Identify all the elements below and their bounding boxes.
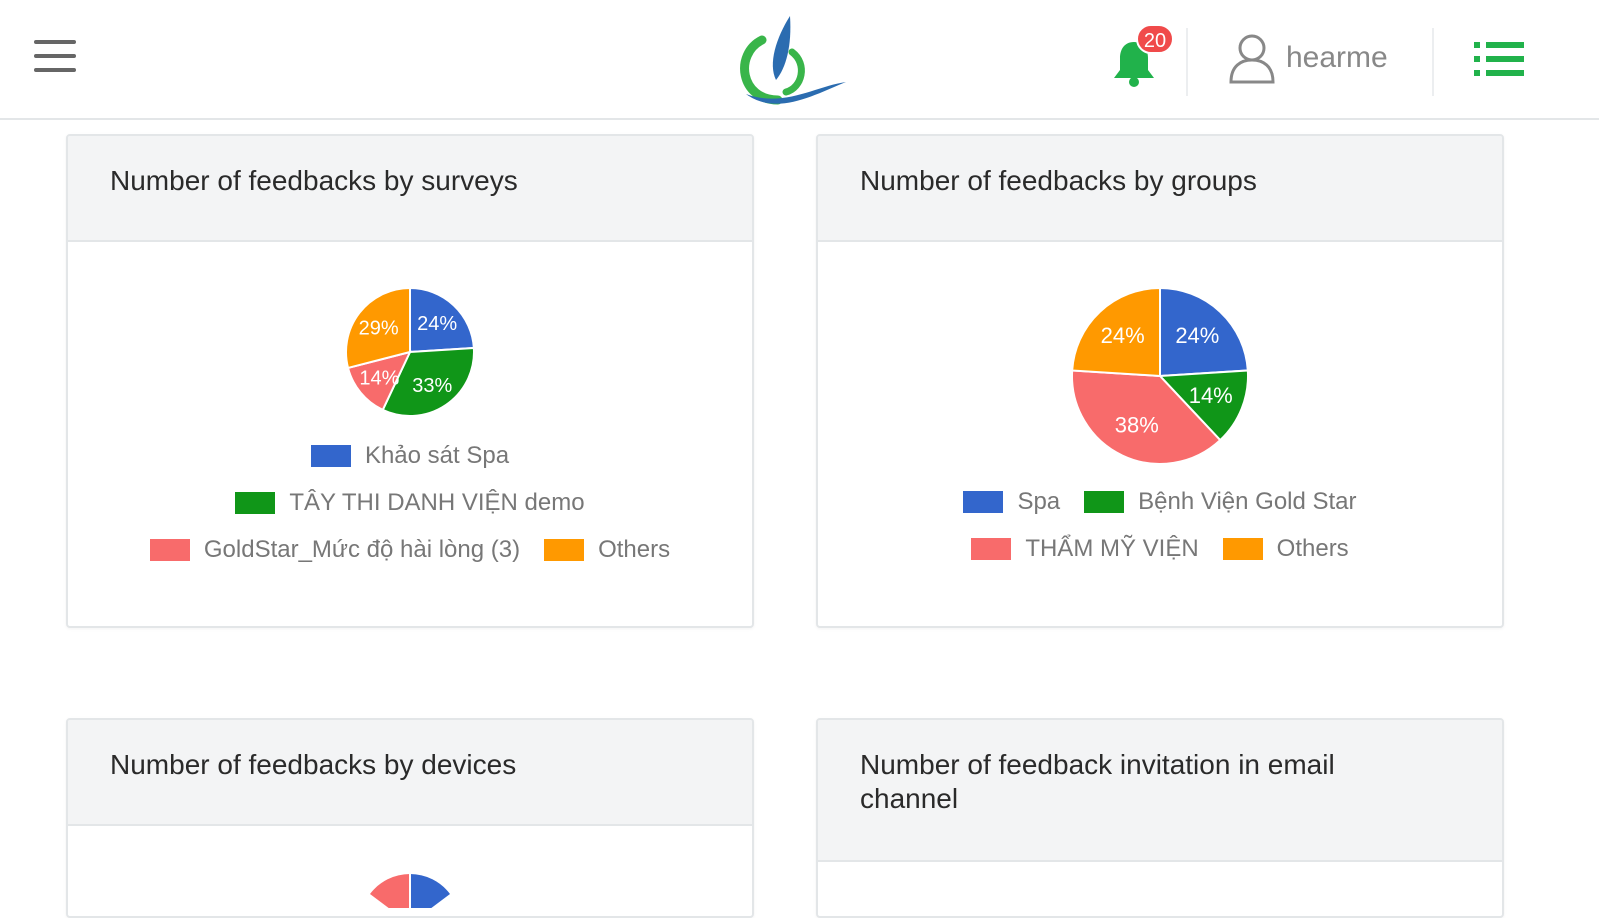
pie-slice[interactable]: [1071, 369, 1222, 465]
pie-slice[interactable]: [1071, 286, 1161, 378]
app-logo: [740, 16, 846, 105]
legend-swatch: [1084, 490, 1125, 513]
top-navbar: 20 hearme: [0, 0, 1599, 120]
legend-swatch: [971, 537, 1012, 560]
pie-slice[interactable]: [409, 286, 475, 354]
legend-item[interactable]: Spa: [963, 488, 1060, 516]
legend-item[interactable]: Bệnh Viện Gold Star: [1084, 487, 1357, 516]
legend-label: GoldStar_Mức độ hài lòng (3): [203, 535, 521, 563]
legend-item[interactable]: THẨM MỸ VIỆN: [971, 534, 1199, 563]
pie-slice-label: 38%: [1115, 412, 1159, 437]
card-title: Number of feedback invitation in email c…: [818, 720, 1502, 862]
groups-pie-chart: 24% 14% 38% 24%: [1071, 286, 1249, 465]
legend-swatch: [1222, 537, 1263, 560]
devices-chart-card: Number of feedbacks by devices: [66, 718, 754, 918]
legend-swatch: [963, 490, 1004, 513]
pie-slice-label: 33%: [412, 375, 452, 397]
pie-slice-label: 29%: [359, 318, 399, 340]
user-icon: [1229, 34, 1275, 84]
notification-count-badge: 20: [1136, 24, 1174, 54]
pie-slice-label: 24%: [417, 313, 457, 335]
legend-label: TÂY THI DANH VIỆN demo: [289, 488, 585, 516]
card-title: Number of feedbacks by devices: [68, 720, 752, 826]
legend-item[interactable]: Khảo sát Spa: [310, 441, 510, 470]
pie-slice-label: 14%: [359, 367, 399, 389]
pie-slice-label: 14%: [1189, 383, 1233, 408]
list-menu-icon[interactable]: [1474, 40, 1524, 78]
legend-label: Bệnh Viện Gold Star: [1138, 487, 1357, 515]
legend-label: Others: [1276, 534, 1349, 562]
username-label: hearme: [1286, 41, 1388, 74]
legend-item[interactable]: GoldStar_Mức độ hài lòng (3): [149, 535, 521, 564]
divider: [1432, 28, 1434, 96]
user-menu[interactable]: hearme: [1228, 30, 1388, 86]
divider: [1186, 28, 1188, 96]
pie-slice[interactable]: [1157, 369, 1249, 442]
legend-swatch: [149, 538, 190, 561]
legend-label: THẨM MỸ VIỆN: [1025, 534, 1199, 562]
legend-swatch: [310, 444, 351, 467]
groups-chart-card: Number of feedbacks by groups 24% 14% 38% 2…: [816, 134, 1504, 628]
pie-slice[interactable]: [345, 286, 411, 370]
pie-slice[interactable]: [381, 346, 475, 417]
legend-item[interactable]: Others: [544, 536, 670, 564]
groups-legend: Spa Bệnh Viện Gold Star THẨM MỸ VIỆN Oth…: [818, 478, 1502, 572]
pie-slice-label: 24%: [1175, 323, 1219, 348]
legend-item[interactable]: TÂY THI DANH VIỆN demo: [235, 488, 585, 517]
surveys-legend: Khảo sát Spa TÂY THI DANH VIỆN demo Gold…: [68, 432, 752, 573]
email-invitation-card: Number of feedback invitation in email c…: [816, 718, 1504, 918]
legend-label: Spa: [1017, 487, 1061, 515]
legend-swatch: [544, 538, 585, 561]
legend-swatch: [235, 491, 276, 514]
card-title: Number of feedbacks by groups: [818, 136, 1502, 242]
pie-slice[interactable]: [1159, 286, 1249, 378]
surveys-chart-card: Number of feedbacks by surveys 24% 33% 14%…: [66, 134, 754, 628]
pie-slice-label: 24%: [1101, 323, 1145, 348]
legend-label: Others: [598, 535, 671, 563]
legend-label: Khảo sát Spa: [364, 441, 510, 469]
card-title: Number of feedbacks by surveys: [68, 136, 752, 242]
legend-item[interactable]: Others: [1222, 534, 1349, 563]
pie-slice[interactable]: [346, 350, 412, 412]
surveys-pie-chart: 24% 33% 14% 29%: [345, 286, 475, 417]
notifications-bell-icon[interactable]: 20: [1112, 24, 1174, 87]
devices-pie-chart-partial: [370, 874, 450, 908]
hamburger-menu-icon[interactable]: [34, 40, 76, 78]
